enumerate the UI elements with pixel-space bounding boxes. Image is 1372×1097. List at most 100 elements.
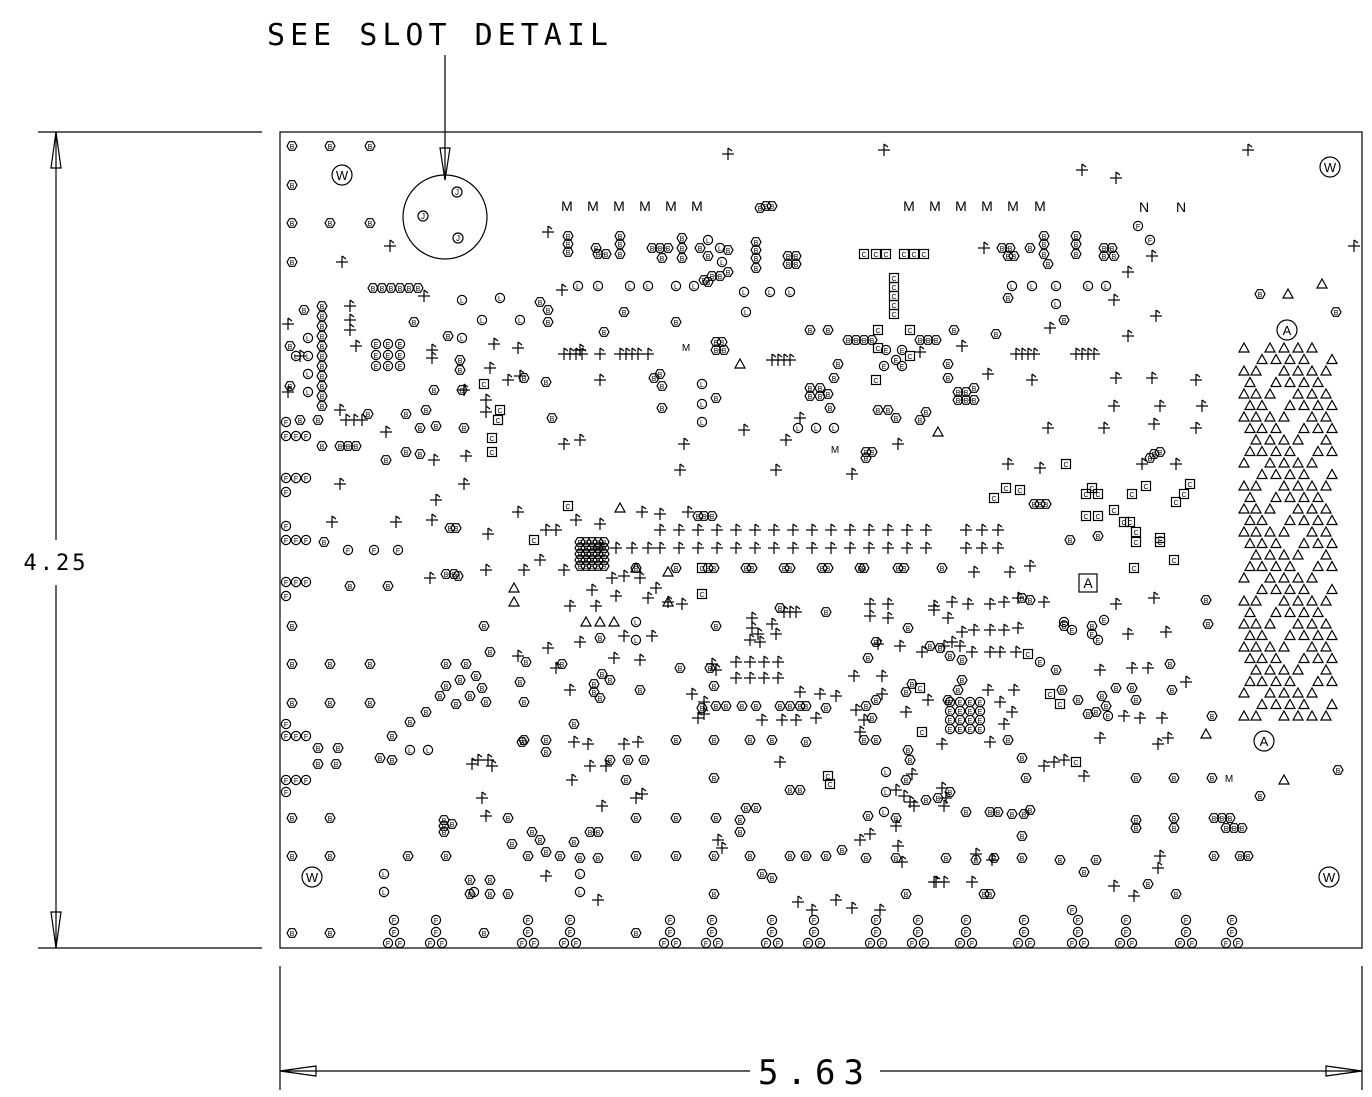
drill-hole-a-flag [863, 827, 877, 841]
drill-hole-c [486, 432, 498, 444]
drill-hole-a-flag [541, 641, 555, 655]
drill-hole-f [280, 774, 292, 786]
drill-hole-a-flag [1127, 889, 1141, 903]
drill-hole-c [528, 534, 540, 546]
drill-hole-b [502, 889, 514, 900]
drill-hole-a-flag [729, 671, 743, 685]
drill-hole-a-flag [997, 595, 1011, 609]
drill-hole-a-triangle [1298, 629, 1310, 641]
drill-hole-b [800, 701, 812, 712]
drill-hole-f [300, 730, 312, 742]
drill-hole-a-flag [891, 437, 905, 451]
drill-hole-b [520, 657, 532, 668]
drill-hole-a-flag [791, 895, 805, 909]
drill-hole-f [300, 430, 312, 442]
drill-hole-b [670, 851, 682, 862]
drill-hole-a-flag [1109, 171, 1123, 185]
drill-hole-c [1108, 504, 1120, 516]
drill-hole-e [878, 360, 890, 372]
drill-hole-b [1168, 823, 1180, 834]
drill-hole-a-flag [389, 515, 403, 529]
drill-hole-f [760, 937, 772, 949]
drill-hole-b [554, 851, 566, 862]
drill-hole-a-flag [635, 505, 649, 519]
drill-hole-f [706, 914, 718, 926]
drill-hole-l [592, 280, 604, 292]
drill-hole-a-flag [1001, 457, 1015, 471]
mounting-hole-w [1319, 156, 1341, 178]
drill-hole-f [430, 926, 442, 938]
drill-hole-b [568, 837, 580, 848]
drill-hole-a-triangle [1292, 503, 1304, 514]
drill-hole-b [400, 409, 412, 420]
drill-hole-a-flag [563, 683, 577, 697]
drill-hole-b [904, 755, 916, 766]
drill-hole-a-triangle [1292, 480, 1304, 491]
drill-hole-f [712, 937, 724, 949]
drill-hole-b [900, 687, 912, 698]
drill-hole-f [300, 576, 312, 588]
drill-hole-b [484, 647, 496, 658]
drill-hole-a-triangle [1298, 698, 1310, 710]
drill-hole-a-flag [481, 527, 495, 541]
label-m: M [1034, 198, 1046, 214]
drill-hole-a-flag [583, 759, 597, 773]
drill-hole-b [316, 391, 328, 402]
drill-hole-l [696, 398, 708, 410]
drill-hole-a-triangle [1306, 480, 1318, 491]
drill-hole-a-flag [824, 541, 838, 555]
drill-hole-l [378, 886, 390, 898]
drill-hole-f [772, 937, 784, 949]
label-m: M [665, 198, 677, 214]
drill-hole-a-flag [1179, 675, 1193, 689]
drill-hole-a-flag [757, 671, 771, 685]
drill-hole-b [630, 851, 642, 862]
drill-hole-a-triangle [1250, 641, 1262, 652]
drill-hole-b [598, 561, 610, 572]
drill-hole-l [810, 422, 822, 434]
drill-hole-b [676, 243, 688, 254]
drill-hole-b [344, 581, 356, 592]
drill-hole-a-flag [593, 347, 607, 361]
drill-hole-e [954, 723, 966, 735]
drill-hole-a-triangle [1298, 399, 1310, 411]
drill-hole-a-triangle [1320, 664, 1332, 675]
drill-hole-b [940, 853, 952, 864]
drill-hole-a-flag [609, 589, 623, 603]
drill-hole-b [534, 835, 546, 846]
drill-hole-b [820, 607, 832, 618]
drill-hole-f [342, 544, 354, 556]
drill-hole-f [424, 937, 436, 949]
drill-hole-f [1226, 926, 1238, 938]
drill-hole-a-flag [771, 671, 785, 685]
drill-hole-a-flag [1151, 861, 1165, 875]
drill-hole-a-triangle [1312, 560, 1324, 572]
drill-hole-a-triangle [1270, 583, 1282, 595]
drill-hole-b [324, 928, 336, 939]
mounting-hole-w [331, 164, 353, 186]
drill-hole-c [872, 324, 884, 336]
drill-hole-b [1170, 889, 1182, 900]
drill-hole-b [1092, 531, 1104, 542]
drill-hole-a-triangle [1278, 480, 1290, 491]
drill-hole-a-triangle [1326, 514, 1338, 526]
drill-hole-a-flag [589, 599, 603, 613]
drill-hole-a-flag [983, 735, 997, 749]
drill-hole-b [670, 317, 682, 328]
drill-hole-b [324, 698, 336, 709]
width-dimension [279, 966, 1363, 1090]
drill-hole-c [988, 492, 1000, 504]
drill-hole-f [814, 937, 826, 949]
drill-hole-e [964, 714, 976, 726]
drill-hole-b [324, 851, 336, 862]
drill-hole-a-flag [881, 597, 895, 611]
drill-hole-a-triangle [1256, 422, 1268, 434]
drill-hole-f [1126, 937, 1138, 949]
drill-hole-f [290, 534, 302, 546]
drill-hole-a-flag [1097, 421, 1111, 435]
drill-hole-a-triangle [1278, 595, 1290, 606]
drill-hole-a-triangle [1284, 445, 1296, 457]
drill-hole-c [916, 726, 928, 738]
drill-hole-b [526, 827, 538, 838]
drill-hole-b [670, 735, 682, 746]
